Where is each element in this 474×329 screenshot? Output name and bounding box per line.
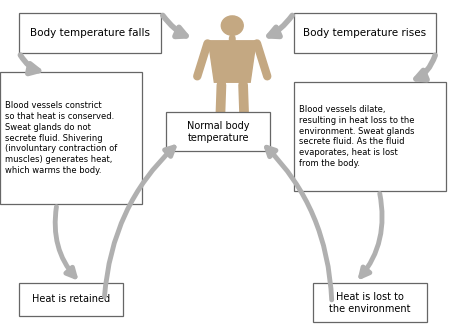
FancyBboxPatch shape <box>19 13 161 53</box>
FancyBboxPatch shape <box>0 72 142 204</box>
Text: Body temperature rises: Body temperature rises <box>303 28 427 38</box>
FancyBboxPatch shape <box>313 283 427 322</box>
Text: Blood vessels constrict
so that heat is conserved.
Sweat glands do not
secrete f: Blood vessels constrict so that heat is … <box>5 101 117 175</box>
FancyBboxPatch shape <box>294 82 446 191</box>
Ellipse shape <box>221 16 243 35</box>
FancyArrowPatch shape <box>243 85 245 132</box>
Ellipse shape <box>241 136 249 139</box>
FancyArrowPatch shape <box>220 85 221 132</box>
FancyArrowPatch shape <box>197 43 208 76</box>
Text: Normal body
temperature: Normal body temperature <box>187 121 249 142</box>
Text: Blood vessels dilate,
resulting in heat loss to the
environment. Sweat glands
se: Blood vessels dilate, resulting in heat … <box>299 105 414 168</box>
Ellipse shape <box>216 136 224 139</box>
FancyArrowPatch shape <box>257 43 267 76</box>
Polygon shape <box>209 41 256 82</box>
Text: Heat is lost to
the environment: Heat is lost to the environment <box>329 292 410 314</box>
Text: Heat is retained: Heat is retained <box>32 294 110 304</box>
FancyBboxPatch shape <box>166 112 270 151</box>
Text: Body temperature falls: Body temperature falls <box>30 28 150 38</box>
FancyBboxPatch shape <box>19 283 123 316</box>
FancyBboxPatch shape <box>294 13 436 53</box>
